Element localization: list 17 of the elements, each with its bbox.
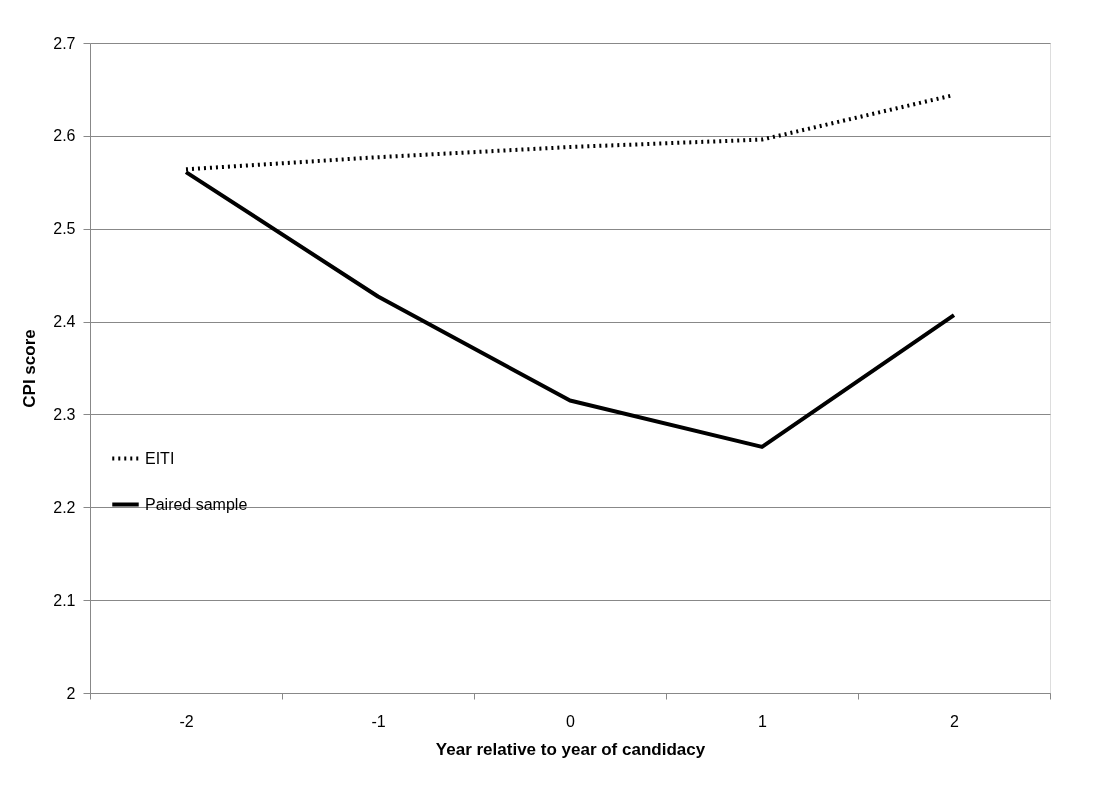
y-tick-label: 2	[66, 684, 76, 702]
y-tick-label: 2.7	[53, 34, 76, 52]
legend-label: EITI	[145, 449, 175, 467]
x-tick-label: -1	[371, 712, 386, 730]
x-tick-label: 1	[758, 712, 768, 730]
x-tick-label: 2	[950, 712, 960, 730]
x-axis-title: Year relative to year of candidacy	[435, 739, 706, 759]
y-tick-label: 2.3	[53, 405, 76, 423]
y-tick-label: 2.4	[53, 313, 76, 331]
legend-label: Paired sample	[145, 495, 248, 513]
y-axis-title: CPI score	[20, 329, 40, 408]
y-tick-label: 2.5	[53, 220, 76, 238]
y-tick-label: 2.2	[53, 498, 76, 516]
x-tick-label: 0	[566, 712, 576, 730]
y-tick-label: 2.1	[53, 591, 76, 609]
x-tick-label: -2	[179, 712, 194, 730]
y-tick-label: 2.6	[53, 127, 76, 145]
